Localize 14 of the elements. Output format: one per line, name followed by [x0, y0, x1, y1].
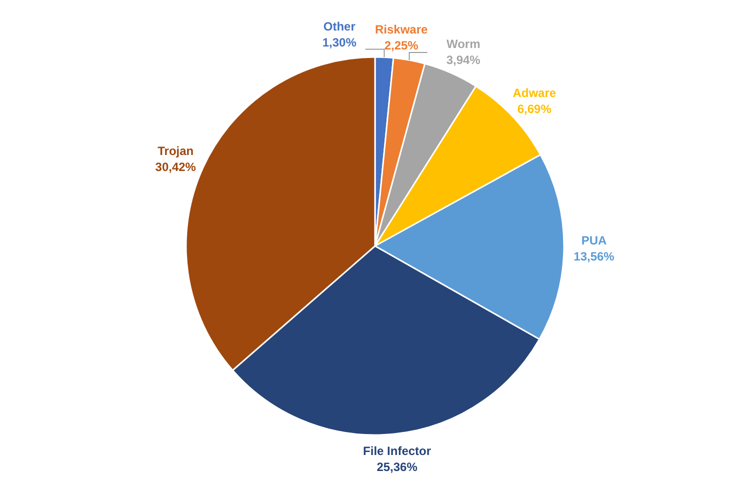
data-label: 6,69%	[517, 102, 552, 116]
data-label: 30,42%	[155, 160, 196, 174]
slice-label: Riskware	[375, 22, 428, 37]
slice-label: Adware	[512, 86, 556, 100]
slice-label: Worm	[446, 37, 480, 52]
slice-label: Trojan	[158, 144, 194, 158]
slice-label: PUA	[581, 233, 607, 248]
slice-label: Other	[323, 19, 356, 34]
data-label: 13,56%	[574, 249, 615, 264]
data-label: 3,94%	[446, 53, 481, 68]
slice-label: File Infector	[363, 444, 432, 458]
data-label: 2,25%	[384, 38, 419, 53]
data-label: 25,36%	[376, 460, 418, 474]
data-label: 1,30%	[322, 35, 357, 50]
